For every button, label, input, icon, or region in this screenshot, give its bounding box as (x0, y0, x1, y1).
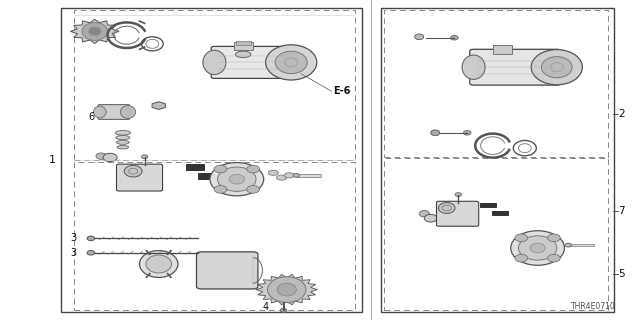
Ellipse shape (424, 214, 437, 222)
Bar (384, 10, 608, 157)
Ellipse shape (140, 251, 178, 277)
Ellipse shape (276, 175, 287, 180)
Ellipse shape (87, 251, 95, 255)
FancyBboxPatch shape (436, 201, 479, 226)
Ellipse shape (530, 243, 545, 253)
FancyBboxPatch shape (196, 252, 258, 289)
Text: 4: 4 (262, 301, 269, 312)
Ellipse shape (515, 254, 528, 262)
Ellipse shape (541, 57, 572, 78)
Bar (296, 174, 321, 177)
Ellipse shape (246, 165, 259, 173)
Text: E-6: E-6 (333, 86, 350, 96)
Ellipse shape (268, 170, 278, 175)
Text: 7: 7 (618, 206, 625, 216)
Ellipse shape (87, 236, 95, 241)
Ellipse shape (218, 167, 256, 191)
Bar (186, 164, 204, 170)
Bar (74, 162, 355, 310)
Ellipse shape (116, 135, 130, 140)
Ellipse shape (518, 236, 557, 260)
Text: 5: 5 (618, 268, 625, 279)
Ellipse shape (531, 50, 582, 85)
Ellipse shape (210, 163, 264, 196)
Text: 1: 1 (49, 155, 56, 165)
Ellipse shape (415, 34, 424, 40)
Ellipse shape (93, 106, 106, 118)
Ellipse shape (229, 174, 244, 184)
Bar (61, 8, 362, 312)
Ellipse shape (565, 243, 572, 247)
Ellipse shape (266, 45, 317, 80)
Ellipse shape (280, 308, 287, 312)
Ellipse shape (246, 186, 259, 193)
Ellipse shape (103, 153, 117, 162)
Ellipse shape (268, 277, 306, 302)
Ellipse shape (438, 203, 455, 213)
Ellipse shape (455, 193, 461, 196)
Bar (234, 42, 253, 50)
Ellipse shape (96, 153, 106, 159)
Ellipse shape (293, 173, 300, 177)
Ellipse shape (203, 50, 226, 75)
Ellipse shape (88, 27, 101, 36)
Ellipse shape (547, 234, 560, 242)
Text: 6: 6 (88, 112, 95, 122)
Polygon shape (256, 275, 317, 305)
Ellipse shape (419, 211, 429, 217)
Ellipse shape (115, 131, 131, 135)
Bar (492, 211, 508, 215)
Text: 3: 3 (70, 233, 77, 244)
Ellipse shape (146, 255, 172, 273)
Polygon shape (152, 102, 165, 109)
Bar (74, 10, 355, 160)
Ellipse shape (511, 231, 564, 265)
FancyBboxPatch shape (116, 164, 163, 191)
Ellipse shape (124, 165, 142, 177)
Ellipse shape (284, 173, 294, 178)
Ellipse shape (547, 254, 560, 262)
Ellipse shape (117, 146, 129, 149)
Ellipse shape (236, 51, 251, 58)
Text: THR4E0710: THR4E0710 (571, 302, 616, 311)
FancyBboxPatch shape (211, 46, 294, 78)
Ellipse shape (277, 283, 296, 296)
Ellipse shape (116, 140, 129, 144)
Bar (198, 173, 216, 179)
Text: 2: 2 (618, 108, 625, 119)
Ellipse shape (451, 36, 458, 40)
FancyBboxPatch shape (470, 49, 561, 85)
Ellipse shape (462, 55, 485, 79)
FancyBboxPatch shape (98, 105, 130, 119)
Text: 3: 3 (70, 248, 77, 258)
Ellipse shape (515, 234, 528, 242)
Ellipse shape (141, 155, 148, 159)
Ellipse shape (82, 22, 108, 40)
Bar (381, 8, 614, 312)
Ellipse shape (214, 165, 227, 173)
Ellipse shape (214, 186, 227, 193)
Bar (480, 203, 496, 207)
Bar (384, 158, 608, 310)
Bar (568, 244, 594, 246)
Bar (493, 45, 512, 54)
Polygon shape (70, 19, 119, 44)
Bar (236, 41, 251, 45)
Ellipse shape (120, 106, 136, 118)
Ellipse shape (275, 51, 307, 74)
Ellipse shape (463, 131, 471, 135)
Ellipse shape (431, 130, 440, 136)
